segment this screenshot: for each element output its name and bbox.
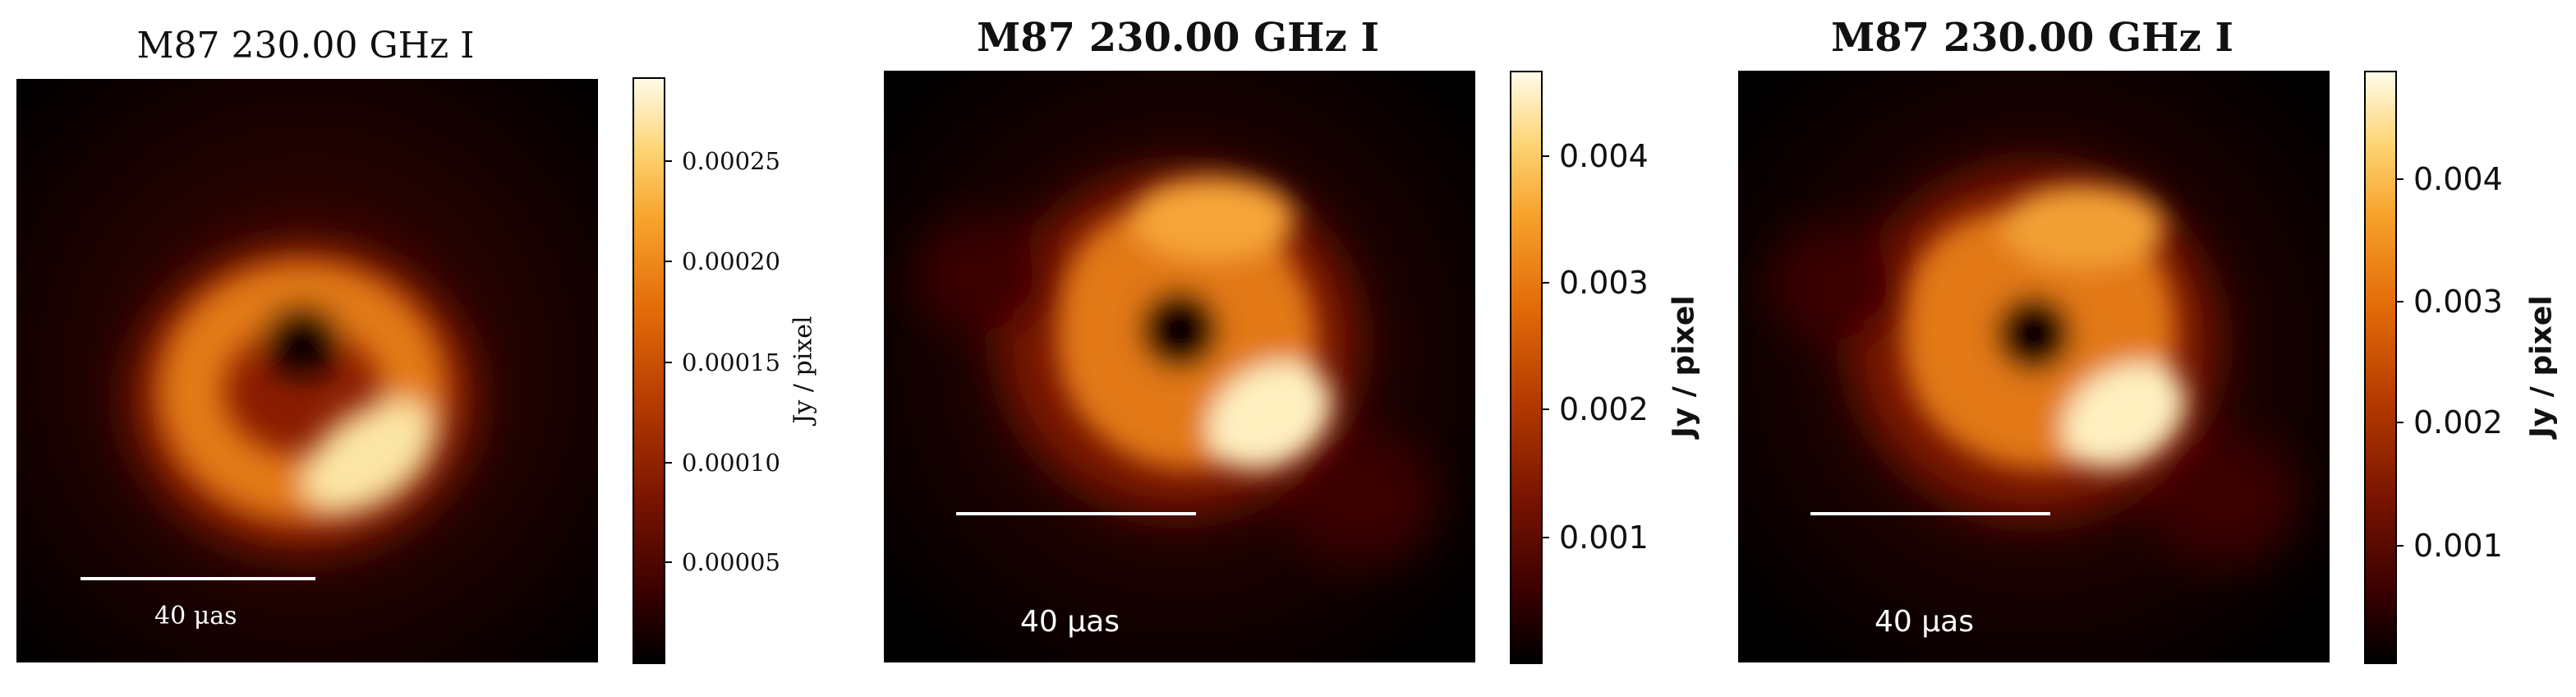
colorbar-tick-label: 0.00025	[682, 147, 780, 175]
colorbar-tick-label: 0.001	[1559, 519, 1649, 556]
colorbar-tick-label: 0.004	[1559, 138, 1649, 174]
colorbar-label: Jy / pixel	[1667, 295, 1701, 438]
colorbar-tick	[2395, 422, 2404, 423]
colorbar	[1510, 71, 1543, 664]
colorbar-tick-label: 0.00015	[682, 348, 780, 376]
panel-3: M87 230.00 GHz I	[1717, 0, 2576, 697]
panel-title: M87 230.00 GHz I	[1831, 15, 2233, 61]
panel-title: M87 230.00 GHz I	[136, 25, 475, 67]
panel-2: M87 230.00 GHz I	[854, 0, 1717, 697]
colorbar-tick	[2395, 545, 2404, 547]
ring-image: 40 μas	[884, 71, 1475, 662]
colorbar-tick	[664, 160, 672, 162]
scalebar-label: 40 μas	[154, 602, 237, 630]
ring-image: 40 μas	[1738, 71, 2330, 662]
colorbar-tick-label: 0.002	[1559, 391, 1649, 427]
scalebar-label: 40 μas	[1020, 605, 1120, 639]
colorbar-tick	[1541, 282, 1549, 284]
panel-1: M87 230.00 GHz I 40 μas	[0, 0, 854, 697]
colorbar	[632, 77, 665, 664]
colorbar-tick	[2395, 178, 2404, 180]
panel-title: M87 230.00 GHz I	[977, 15, 1379, 61]
colorbar-tick	[664, 561, 672, 563]
colorbar-tick	[1541, 537, 1549, 538]
ring-image-svg	[1738, 71, 2330, 662]
scalebar-label: 40 μas	[1874, 605, 1974, 639]
ring-image-svg	[16, 79, 598, 662]
scalebar	[80, 577, 315, 580]
colorbar-label: Jy / pixel	[2524, 295, 2559, 438]
colorbar-tick	[664, 462, 672, 464]
colorbar-tick-label: 0.003	[1559, 265, 1649, 301]
colorbar-tick-label: 0.004	[2413, 161, 2503, 197]
scalebar	[956, 512, 1196, 515]
colorbar-tick	[664, 261, 672, 262]
ring-image: 40 μas	[16, 79, 598, 662]
colorbar-tick-label: 0.001	[2413, 528, 2503, 564]
colorbar	[2364, 71, 2397, 664]
colorbar-label: Jy / pixel	[789, 316, 818, 424]
colorbar-tick	[2395, 301, 2404, 302]
colorbar-tick	[1541, 155, 1549, 157]
colorbar-tick-label: 0.003	[2413, 284, 2503, 320]
colorbar-tick	[664, 362, 672, 363]
scalebar	[1810, 512, 2050, 515]
colorbar-tick-label: 0.00010	[682, 449, 780, 477]
colorbar-tick-label: 0.00005	[682, 548, 780, 576]
colorbar-tick	[1541, 409, 1549, 410]
ring-image-svg	[884, 71, 1475, 662]
colorbar-tick-label: 0.002	[2413, 404, 2503, 441]
colorbar-tick-label: 0.00020	[682, 247, 780, 275]
